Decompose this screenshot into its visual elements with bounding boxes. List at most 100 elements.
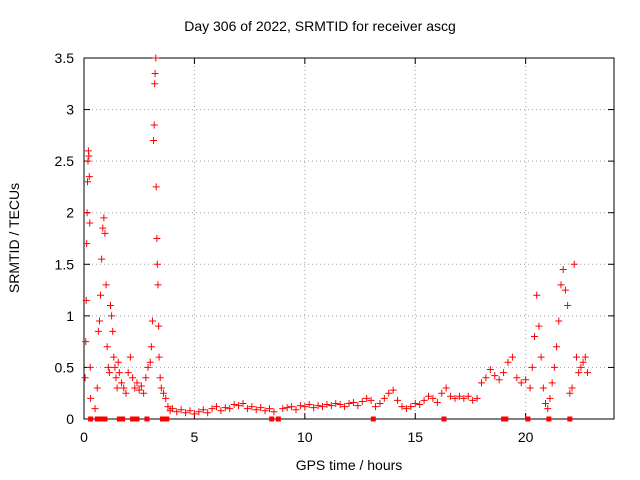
data-point xyxy=(82,296,90,304)
data-point xyxy=(156,374,164,382)
data-point xyxy=(564,302,572,310)
data-point xyxy=(385,389,393,397)
zero-marker xyxy=(94,416,100,422)
data-point xyxy=(548,379,556,387)
data-point xyxy=(104,363,112,371)
axes-layer: 0 5 10 15 20 0 0.5 1 1.5 2 2.5 3 3.5 xyxy=(55,50,615,445)
y-tick-label: 2.5 xyxy=(55,153,75,169)
data-point xyxy=(349,398,357,406)
data-point xyxy=(447,392,455,400)
y-tick-label: 0 xyxy=(66,411,74,427)
data-point xyxy=(122,389,130,397)
data-point xyxy=(581,353,589,361)
data-point xyxy=(429,394,437,402)
data-point xyxy=(124,369,132,377)
data-point xyxy=(81,374,89,382)
data-point xyxy=(372,403,379,411)
data-point xyxy=(155,353,163,361)
data-point xyxy=(226,405,234,413)
data-point xyxy=(217,407,225,415)
data-point xyxy=(150,121,158,129)
zero-marker xyxy=(102,416,108,422)
data-point xyxy=(411,400,419,408)
data-point xyxy=(438,389,446,397)
zero-marker xyxy=(130,416,136,422)
data-point xyxy=(542,400,550,408)
data-point xyxy=(86,363,94,371)
data-point xyxy=(103,343,111,351)
data-point xyxy=(416,401,424,409)
data-point xyxy=(100,214,108,222)
data-point xyxy=(508,353,516,361)
data-point xyxy=(394,396,402,404)
data-point xyxy=(151,80,159,88)
data-point xyxy=(118,379,126,387)
data-point xyxy=(195,408,203,416)
data-point xyxy=(261,407,269,415)
data-point xyxy=(367,396,375,404)
data-point xyxy=(332,400,340,408)
data-point xyxy=(533,291,541,299)
data-point xyxy=(566,389,574,397)
data-point xyxy=(486,365,494,373)
data-point xyxy=(266,405,273,413)
data-point xyxy=(528,363,536,371)
data-point xyxy=(164,403,172,411)
data-point xyxy=(305,401,313,409)
data-point xyxy=(155,322,163,330)
data-point xyxy=(94,327,102,335)
x-axis-label: GPS time / hours xyxy=(295,457,403,473)
data-point xyxy=(363,394,371,402)
data-point xyxy=(83,209,91,217)
data-point xyxy=(93,384,101,392)
data-point xyxy=(579,358,587,366)
data-point xyxy=(186,407,194,415)
data-point xyxy=(270,408,278,416)
data-point xyxy=(140,389,148,397)
data-point xyxy=(482,374,490,382)
data-point xyxy=(147,343,155,351)
data-point xyxy=(345,400,353,408)
data-point xyxy=(87,394,95,402)
zero-marker xyxy=(525,416,531,422)
data-point xyxy=(425,392,432,400)
data-point xyxy=(148,317,156,325)
data-point xyxy=(539,384,547,392)
zero-marker xyxy=(159,416,165,422)
chart-title: Day 306 of 2022, SRMTID for receiver asc… xyxy=(184,18,456,34)
data-point xyxy=(142,374,150,382)
data-point xyxy=(243,405,251,413)
data-point xyxy=(120,384,128,392)
data-point xyxy=(105,369,113,377)
data-point xyxy=(559,265,567,273)
data-point xyxy=(97,291,105,299)
y-tick-label: 2 xyxy=(66,205,74,221)
zero-marker xyxy=(503,416,509,422)
data-point xyxy=(279,405,287,413)
data-point xyxy=(157,384,165,392)
data-point xyxy=(154,281,162,289)
data-point xyxy=(112,374,120,382)
y-tick-label: 3 xyxy=(66,102,74,118)
data-point xyxy=(146,358,154,366)
data-point xyxy=(221,404,229,412)
data-point xyxy=(544,405,552,413)
data-point xyxy=(283,404,291,412)
data-point xyxy=(110,353,118,361)
data-point xyxy=(107,302,114,310)
data-point xyxy=(82,338,90,346)
data-point xyxy=(555,317,563,325)
zero-marker xyxy=(567,416,573,422)
data-point xyxy=(546,394,554,402)
data-point xyxy=(478,379,485,387)
y-tick-label: 0.5 xyxy=(55,359,75,375)
data-point xyxy=(152,183,160,191)
data-point xyxy=(537,353,545,361)
data-point xyxy=(98,255,106,263)
data-point xyxy=(85,173,93,181)
data-point xyxy=(91,405,99,413)
data-point xyxy=(83,240,91,248)
data-point xyxy=(491,372,499,380)
data-point xyxy=(557,281,565,289)
data-point xyxy=(177,406,185,414)
